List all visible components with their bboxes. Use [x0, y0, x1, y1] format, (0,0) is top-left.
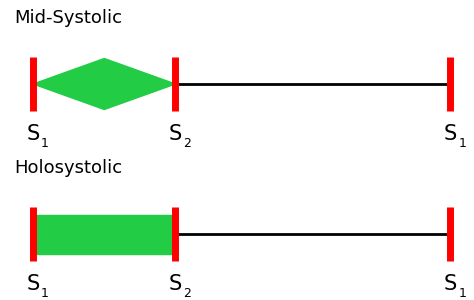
Text: Holosystolic: Holosystolic	[14, 159, 122, 177]
Text: S: S	[169, 124, 182, 145]
Text: S: S	[27, 274, 40, 295]
Polygon shape	[33, 58, 175, 110]
Text: S: S	[444, 274, 457, 295]
Text: S: S	[27, 124, 40, 145]
Text: S: S	[444, 124, 457, 145]
Text: Mid-Systolic: Mid-Systolic	[14, 9, 122, 27]
Bar	[33, 214, 175, 254]
Text: 2: 2	[183, 137, 191, 150]
Text: 1: 1	[458, 137, 466, 150]
Text: 1: 1	[41, 287, 49, 300]
Text: 2: 2	[183, 287, 191, 300]
Text: 1: 1	[41, 137, 49, 150]
Text: S: S	[169, 274, 182, 295]
Text: 1: 1	[458, 287, 466, 300]
